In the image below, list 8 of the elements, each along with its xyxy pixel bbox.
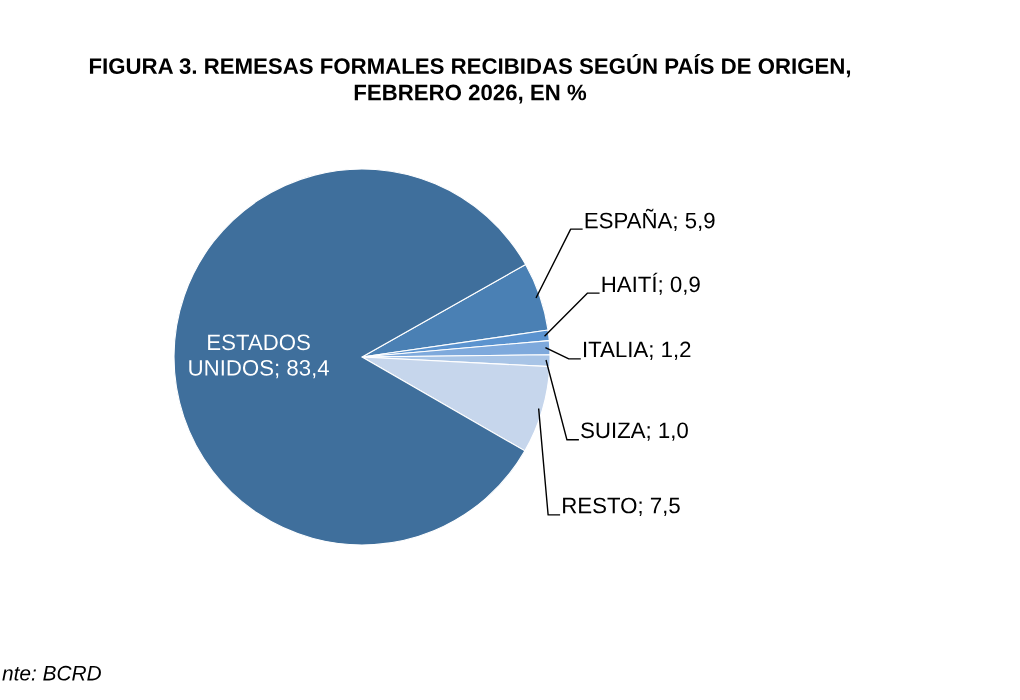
- slice-label: ESPAÑA; 5,9: [585, 208, 715, 232]
- slice-label: ESTADOS UNIDOS; 83,4: [189, 334, 329, 379]
- slice-label: RESTO; 7,5: [563, 497, 680, 516]
- slice-label: SUIZA; 1,0: [581, 422, 688, 441]
- slice-label: HAITÍ; 0,9: [602, 272, 700, 295]
- text: nte: BCRD: [2, 665, 101, 681]
- chart-title: FIGURA 3. REMESAS FORMALES RECIBIDAS SEGÚN PAÍS DE ORIGEN, FEBRERO 2026, EN %: [89, 54, 851, 104]
- slice-label: ITALIA; 1,2: [584, 341, 691, 360]
